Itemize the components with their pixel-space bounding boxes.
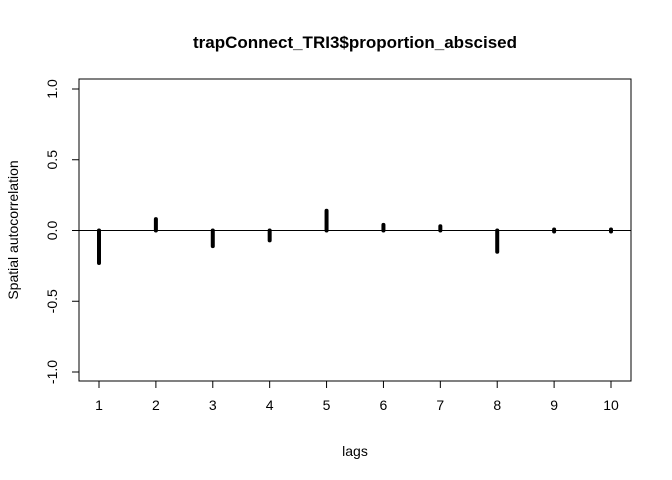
x-tick-label-10: 10 bbox=[603, 397, 619, 413]
x-tick-label-2: 2 bbox=[152, 397, 160, 413]
x-tick-label-3: 3 bbox=[209, 397, 217, 413]
y-axis-label: Spatial autocorrelation bbox=[5, 160, 21, 299]
y-axis: -1.0 -0.5 0.0 0.5 1.0 bbox=[44, 79, 80, 384]
x-tick-label-7: 7 bbox=[436, 397, 444, 413]
x-axis: 1 2 3 4 5 6 7 8 9 10 bbox=[95, 380, 619, 413]
bars-group bbox=[97, 208, 613, 266]
x-tick-label-1: 1 bbox=[95, 397, 103, 413]
x-axis-label: lags bbox=[342, 443, 368, 459]
y-tick-label-3: 0.5 bbox=[44, 150, 60, 170]
x-tick-label-8: 8 bbox=[493, 397, 501, 413]
x-tick-label-4: 4 bbox=[266, 397, 274, 413]
x-tick-label-9: 9 bbox=[550, 397, 558, 413]
x-tick-label-5: 5 bbox=[323, 397, 331, 413]
y-tick-label-4: 1.0 bbox=[44, 79, 60, 99]
y-tick-label-1: -0.5 bbox=[44, 289, 60, 313]
chart-title: trapConnect_TRI3$proportion_abscised bbox=[193, 33, 517, 52]
x-tick-label-6: 6 bbox=[380, 397, 388, 413]
y-tick-label-2: 0.0 bbox=[44, 221, 60, 241]
y-tick-label-0: -1.0 bbox=[44, 360, 60, 384]
